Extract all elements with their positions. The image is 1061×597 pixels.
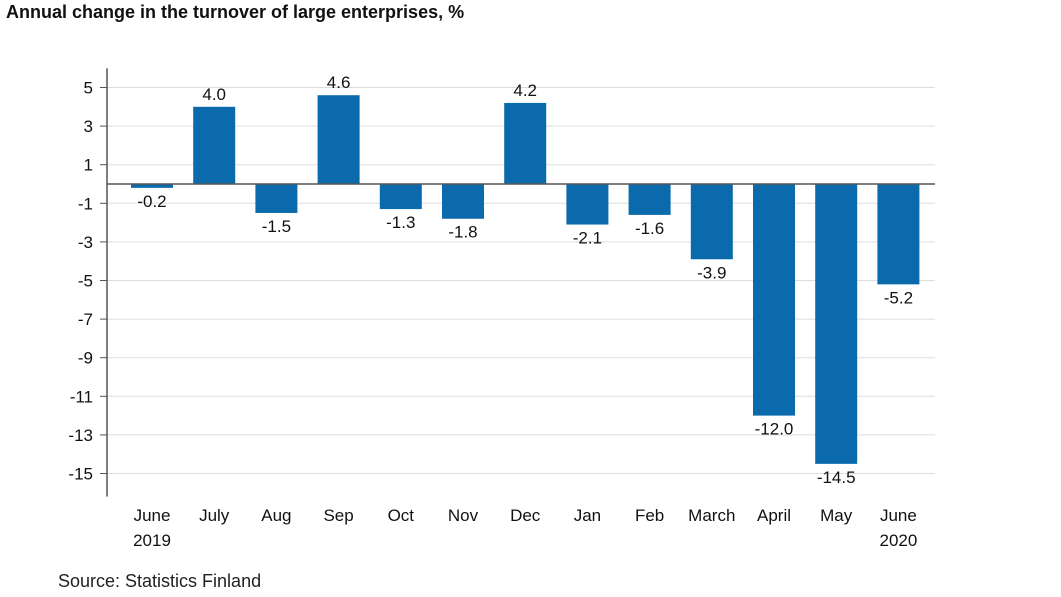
bar — [379, 184, 422, 210]
bar — [877, 184, 920, 285]
x-category-label: Oct — [388, 506, 415, 525]
bar — [690, 184, 733, 260]
data-label: -0.2 — [137, 192, 166, 211]
data-label: 4.6 — [327, 73, 351, 92]
bar — [255, 184, 298, 213]
y-tick-label: -13 — [68, 426, 93, 445]
labels: 5 3 1 -1 -3 -5 -7 -9 -11 -13 -15 -0.2 4.0 -1.5 4.6 -1.3… — [68, 73, 917, 550]
grid-lines — [107, 87, 935, 474]
x-category-label: Sep — [323, 506, 353, 525]
bar — [504, 102, 547, 184]
source-note: Source: Statistics Finland — [58, 571, 262, 591]
bar — [628, 184, 671, 215]
x-category-year-label: 2019 — [133, 531, 171, 550]
bar — [131, 184, 173, 188]
x-category-label: June — [134, 506, 171, 525]
data-label: 4.0 — [202, 85, 226, 104]
x-category-label: April — [757, 506, 791, 525]
bar — [815, 184, 858, 464]
y-tick-label: -7 — [78, 310, 93, 329]
data-label: -5.2 — [884, 288, 913, 307]
data-label: -2.1 — [573, 229, 602, 248]
x-category-label: Aug — [261, 506, 291, 525]
x-category-label: June — [880, 506, 917, 525]
axes — [100, 68, 935, 497]
bar — [753, 184, 795, 416]
bar — [566, 184, 609, 225]
data-label: -1.8 — [448, 223, 477, 242]
y-tick-label: -11 — [70, 387, 93, 406]
y-tick-label: -5 — [78, 272, 93, 291]
chart-title: Annual change in the turnover of large e… — [6, 2, 465, 22]
bar — [442, 184, 484, 219]
bars — [131, 95, 920, 464]
y-tick-label: -1 — [78, 194, 93, 213]
x-category-label: Dec — [510, 506, 541, 525]
bar — [193, 106, 236, 184]
y-tick-label: 1 — [84, 156, 93, 175]
y-tick-label: -3 — [78, 233, 93, 252]
data-label: -3.9 — [697, 263, 726, 282]
x-category-label: May — [820, 506, 853, 525]
x-category-label: Nov — [448, 506, 479, 525]
data-label: -1.6 — [635, 219, 664, 238]
y-tick-label: -15 — [68, 465, 93, 484]
x-category-year-label: 2020 — [879, 531, 917, 550]
x-category-label: July — [199, 506, 230, 525]
y-tick-label: 3 — [84, 117, 93, 136]
bar — [317, 95, 360, 184]
data-label: -1.5 — [262, 217, 291, 236]
x-category-label: March — [688, 506, 735, 525]
data-label: -1.3 — [386, 213, 415, 232]
y-tick-label: 5 — [84, 79, 93, 98]
x-category-label: Feb — [635, 506, 664, 525]
data-label: -12.0 — [755, 420, 794, 439]
data-label: 4.2 — [513, 81, 537, 100]
x-category-label: Jan — [574, 506, 601, 525]
y-tick-label: -9 — [78, 349, 93, 368]
data-label: -14.5 — [817, 468, 856, 487]
